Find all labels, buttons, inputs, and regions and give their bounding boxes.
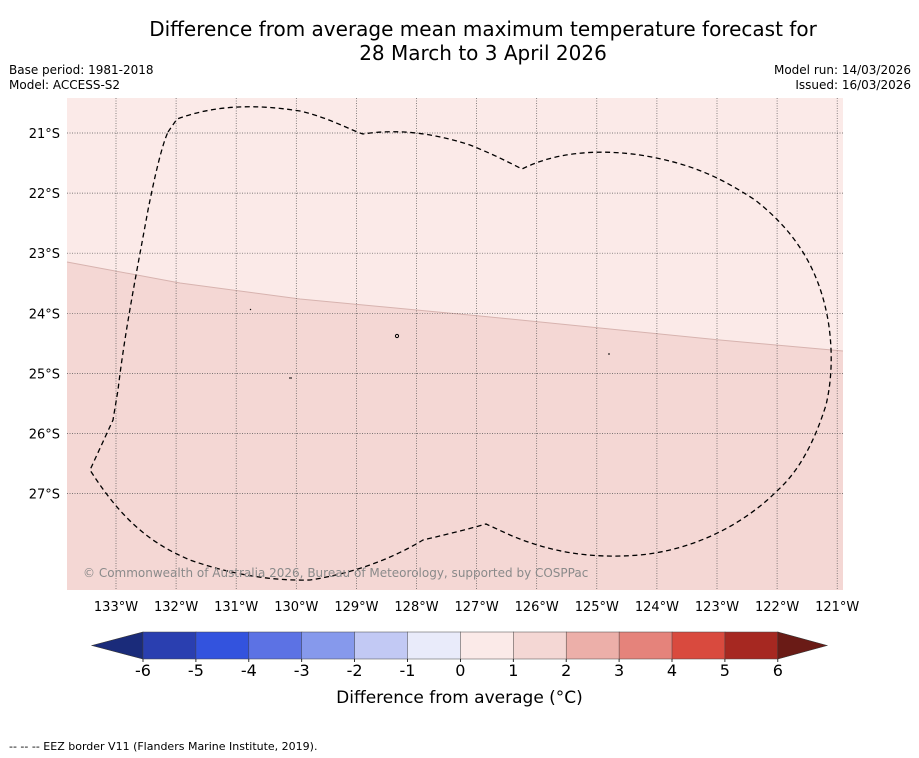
latitude-label: 24°S [29, 307, 60, 322]
longitude-label: 131°W [214, 600, 258, 615]
latitude-label: 22°S [29, 187, 60, 202]
eez-footnote: -- -- -- EEZ border V11 (Flanders Marine… [9, 740, 318, 753]
model-run: Model run: 14/03/2026 [773, 63, 911, 77]
longitude-label: 124°W [635, 600, 679, 615]
colorbar-tick-label: 2 [561, 661, 571, 680]
model-name: Model: ACCESS-S2 [9, 78, 121, 92]
longitude-label: 126°W [515, 600, 559, 615]
anomaly-region-1-to-2 [67, 262, 843, 590]
colorbar-swatch [142, 631, 197, 660]
longitude-label: 123°W [695, 600, 739, 615]
title-line-1: Difference from average mean maximum tem… [149, 17, 817, 41]
colorbar-swatch [407, 631, 461, 660]
longitude-label: 122°W [755, 600, 799, 615]
colorbar-tick-label: 0 [455, 661, 465, 680]
map-title: Difference from average mean maximum tem… [0, 17, 919, 65]
latitude-label: 23°S [29, 247, 60, 262]
island-markers [249, 308, 610, 379]
longitude-label: 128°W [394, 600, 438, 615]
issued-date: Issued: 16/03/2026 [795, 78, 911, 92]
colorbar-tick-label: 5 [720, 661, 730, 680]
colorbar-swatch [618, 631, 673, 660]
longitude-label: 127°W [455, 600, 499, 615]
latitude-label: 21°S [29, 127, 60, 142]
anomaly-boundary-line [66, 261, 844, 352]
colorbar-swatch [248, 631, 303, 660]
latitude-label: 25°S [29, 367, 60, 382]
colorbar-tick-labels: -6 -5 -4 -3 -2 -1 0 1 2 3 4 5 6 [135, 659, 783, 680]
base-period: Base period: 1981-2018 [9, 63, 154, 77]
longitude-label: 133°W [94, 600, 138, 615]
colorbar-tick-label: -6 [135, 661, 151, 680]
colorbar-swatch [724, 631, 779, 660]
colorbar-extend-low [90, 631, 144, 660]
colorbar-swatch [354, 631, 409, 660]
colorbar-extend-high [777, 631, 829, 660]
latitude-labels: 21°S 22°S 23°S 24°S 25°S 26°S 27°S [29, 127, 60, 503]
colorbar-tick-label: 3 [614, 661, 624, 680]
colorbar-tick-label: -4 [241, 661, 257, 680]
colorbar-label: Difference from average (°C) [336, 688, 583, 708]
colorbar-tick-label: -2 [347, 661, 363, 680]
colorbar-tick-label: -5 [188, 661, 204, 680]
longitude-label: 125°W [575, 600, 619, 615]
latitude-label: 27°S [29, 488, 60, 503]
colorbar-tick-label: -3 [294, 661, 310, 680]
colorbar-swatch [671, 631, 726, 660]
island-speck [249, 308, 252, 311]
colorbar-swatch [460, 631, 514, 660]
longitude-label: 132°W [154, 600, 198, 615]
colorbar [90, 631, 829, 660]
eez-border [89, 106, 832, 581]
colorbar-tick-label: 6 [773, 661, 783, 680]
title-line-2: 28 March to 3 April 2026 [359, 41, 607, 65]
longitude-label: 121°W [815, 600, 859, 615]
longitude-labels: 133°W 132°W 131°W 130°W 129°W 128°W 127°W 126°W… [94, 600, 860, 615]
colorbar-tick-label: 1 [508, 661, 518, 680]
colorbar-tick-label: 4 [667, 661, 677, 680]
latitude-label: 26°S [29, 428, 60, 443]
colorbar-swatch [565, 631, 620, 660]
island-speck [394, 333, 400, 339]
longitude-label: 130°W [274, 600, 318, 615]
copyright-text: © Commonwealth of Australia 2026, Bureau… [83, 566, 588, 580]
colorbar-swatch [301, 631, 356, 660]
colorbar-swatch [195, 631, 250, 660]
colorbar-swatch [513, 631, 567, 660]
graticule [67, 98, 843, 590]
meta-left: Base period: 1981-2018 Model: ACCESS-S2 [9, 63, 154, 93]
meta-right: Model run: 14/03/2026 Issued: 16/03/2026 [774, 63, 911, 93]
colorbar-tick-label: -1 [400, 661, 416, 680]
longitude-label: 129°W [334, 600, 378, 615]
